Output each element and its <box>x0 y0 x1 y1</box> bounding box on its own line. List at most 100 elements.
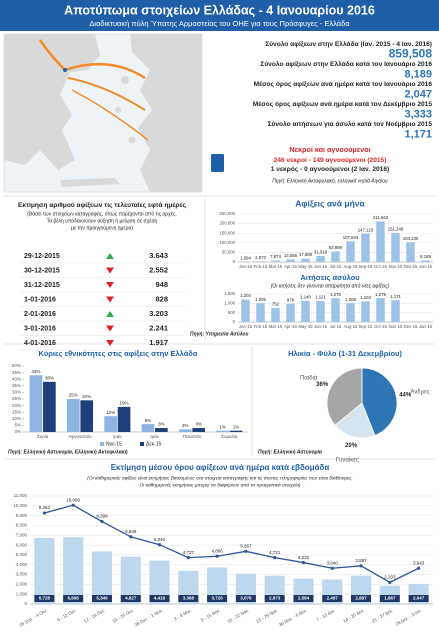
bar <box>80 400 94 432</box>
chart-title: Αφίξεις ανά μήνα <box>295 198 365 208</box>
stat-label: Σύνολο αφίξεων στην Ελλάδα (Ιαν. 2015 - … <box>265 40 432 48</box>
table-date: 29-12-2015 <box>24 253 60 260</box>
table-date: 30-12-2015 <box>24 267 60 274</box>
line-point <box>71 503 75 507</box>
line-point <box>157 543 162 547</box>
y-tick-label: 0% <box>14 429 21 434</box>
data-label: 1,005 <box>255 297 266 302</box>
y-tick-label: 45% <box>12 370 21 375</box>
data-label: 4,220 <box>298 555 310 560</box>
table-value: 3.203 <box>149 309 168 318</box>
label-box <box>178 595 199 602</box>
y-tick-label: 10% <box>12 416 21 421</box>
data-label: 3,887 <box>355 558 367 563</box>
table-value: 2.552 <box>149 265 168 274</box>
y-tick-label: 1,000 <box>16 591 28 596</box>
line-point <box>330 566 334 570</box>
bar <box>66 399 80 432</box>
x-tick-label: Jul-15 <box>330 264 342 269</box>
y-tick-label: 50% <box>12 363 21 368</box>
y-tick-label: 50,000 <box>222 250 236 255</box>
trend-arrow <box>106 311 114 317</box>
trend-arrow <box>106 296 114 303</box>
bar <box>421 260 430 262</box>
data-label: 1,140 <box>300 294 311 299</box>
x-tick-label: Ιράν <box>150 433 159 439</box>
map-city <box>63 68 67 72</box>
data-label: 1,694 <box>240 255 251 260</box>
data-label: 6,728 <box>39 596 51 601</box>
bar <box>301 258 310 262</box>
data-label: 1,867 <box>384 596 396 601</box>
pie-label: Γυναίκες <box>336 458 359 464</box>
data-label: 6,849 <box>125 529 137 534</box>
x-tick-label: Apr-15 <box>284 324 298 329</box>
x-tick-label: May-15 <box>298 264 313 269</box>
page-title: Αποτύπωμα στοιχείων Ελλάδας - 4 Ιανουαρί… <box>64 3 375 17</box>
x-tick-label: Mar-15 <box>269 264 283 269</box>
y-tick-label: 5% <box>14 423 21 428</box>
table-date: 2-01-2016 <box>24 311 56 318</box>
data-label: 1,171 <box>390 294 401 299</box>
chart-title: Ηλικία - Φύλο (1-31 Δεκεμβρίου) <box>288 349 402 358</box>
label-box <box>207 595 228 602</box>
data-label: 4,721 <box>269 550 281 555</box>
y-tick-label: 0 <box>233 319 236 324</box>
chart-subtitle: (Οι καθημερινές αφίξεις είναι εκτιμήσεις… <box>87 474 352 481</box>
bar <box>241 299 250 322</box>
bar <box>178 429 192 432</box>
y-tick-label: 0 <box>24 601 27 606</box>
y-tick-label: 6,000 <box>16 542 28 547</box>
x-tick-label: Sep-15 <box>359 324 373 329</box>
line-point <box>301 560 306 565</box>
source: Πηγή: Ελληνική Αστυνομία <box>258 449 323 455</box>
table-value: 1.917 <box>149 338 168 347</box>
stat-label: Μέσος όρος αφίξεων ανά ημέρα κατά τον Ια… <box>254 81 433 88</box>
legend-label: Νοε-15 <box>106 441 122 447</box>
chart-title: Κύριες εθνικότητες στις αφίξεις στην Ελλ… <box>39 349 198 358</box>
bar <box>43 381 56 432</box>
chart-title: Εκτίμηση μέσου όρου αφίξεων ανά ημέρα κα… <box>111 463 330 472</box>
bar <box>376 221 385 262</box>
x-tick-label: Jun-15 <box>314 264 328 269</box>
data-label: 2,873 <box>269 596 281 601</box>
bar <box>301 300 310 322</box>
bar <box>63 537 84 604</box>
data-label: 4,727 <box>183 550 195 555</box>
data-label: 1% <box>219 424 226 429</box>
stat-value: 1,171 <box>404 128 432 140</box>
line-point <box>244 549 248 553</box>
x-tick-label: Jun-15 <box>314 324 328 329</box>
data-label: 9,263 <box>39 505 51 510</box>
data-label: 6% <box>145 418 152 423</box>
source: Πηγή: Υπηρεσία Ασύλου <box>190 331 248 337</box>
data-label: 3,643 <box>413 560 425 565</box>
legend-label: Δεκ-15 <box>146 441 162 447</box>
data-label: 1% <box>233 424 240 429</box>
x-tick-label: Mar-15 <box>269 324 283 329</box>
bar <box>141 424 155 432</box>
y-tick-label: 5,000 <box>16 552 28 557</box>
line-point <box>42 511 46 515</box>
x-tick-label: Jul-15 <box>330 324 342 329</box>
bar <box>256 303 265 322</box>
y-tick-label: 200,000 <box>219 221 235 226</box>
bar <box>256 261 265 262</box>
data-label: 1,275 <box>330 292 341 297</box>
source: Πηγή: Ελληνική Αστυνομία, Ελληνική Ακτοφ… <box>8 449 128 455</box>
label-box <box>235 595 256 602</box>
map-route <box>71 89 149 141</box>
header-band <box>0 0 439 31</box>
y-tick-label: 4,000 <box>16 562 28 567</box>
data-label: 12% <box>106 410 115 415</box>
y-tick-label: 150,000 <box>219 230 235 235</box>
bar <box>91 551 113 604</box>
bar <box>331 251 340 262</box>
label-box <box>34 595 55 602</box>
data-label: 6,808 <box>68 596 80 601</box>
trend-arrow <box>106 282 114 288</box>
table-date: 3-01-2016 <box>24 325 56 332</box>
data-label: 20% <box>345 443 358 449</box>
data-label: 5,367 <box>240 543 252 548</box>
bar <box>120 556 141 604</box>
